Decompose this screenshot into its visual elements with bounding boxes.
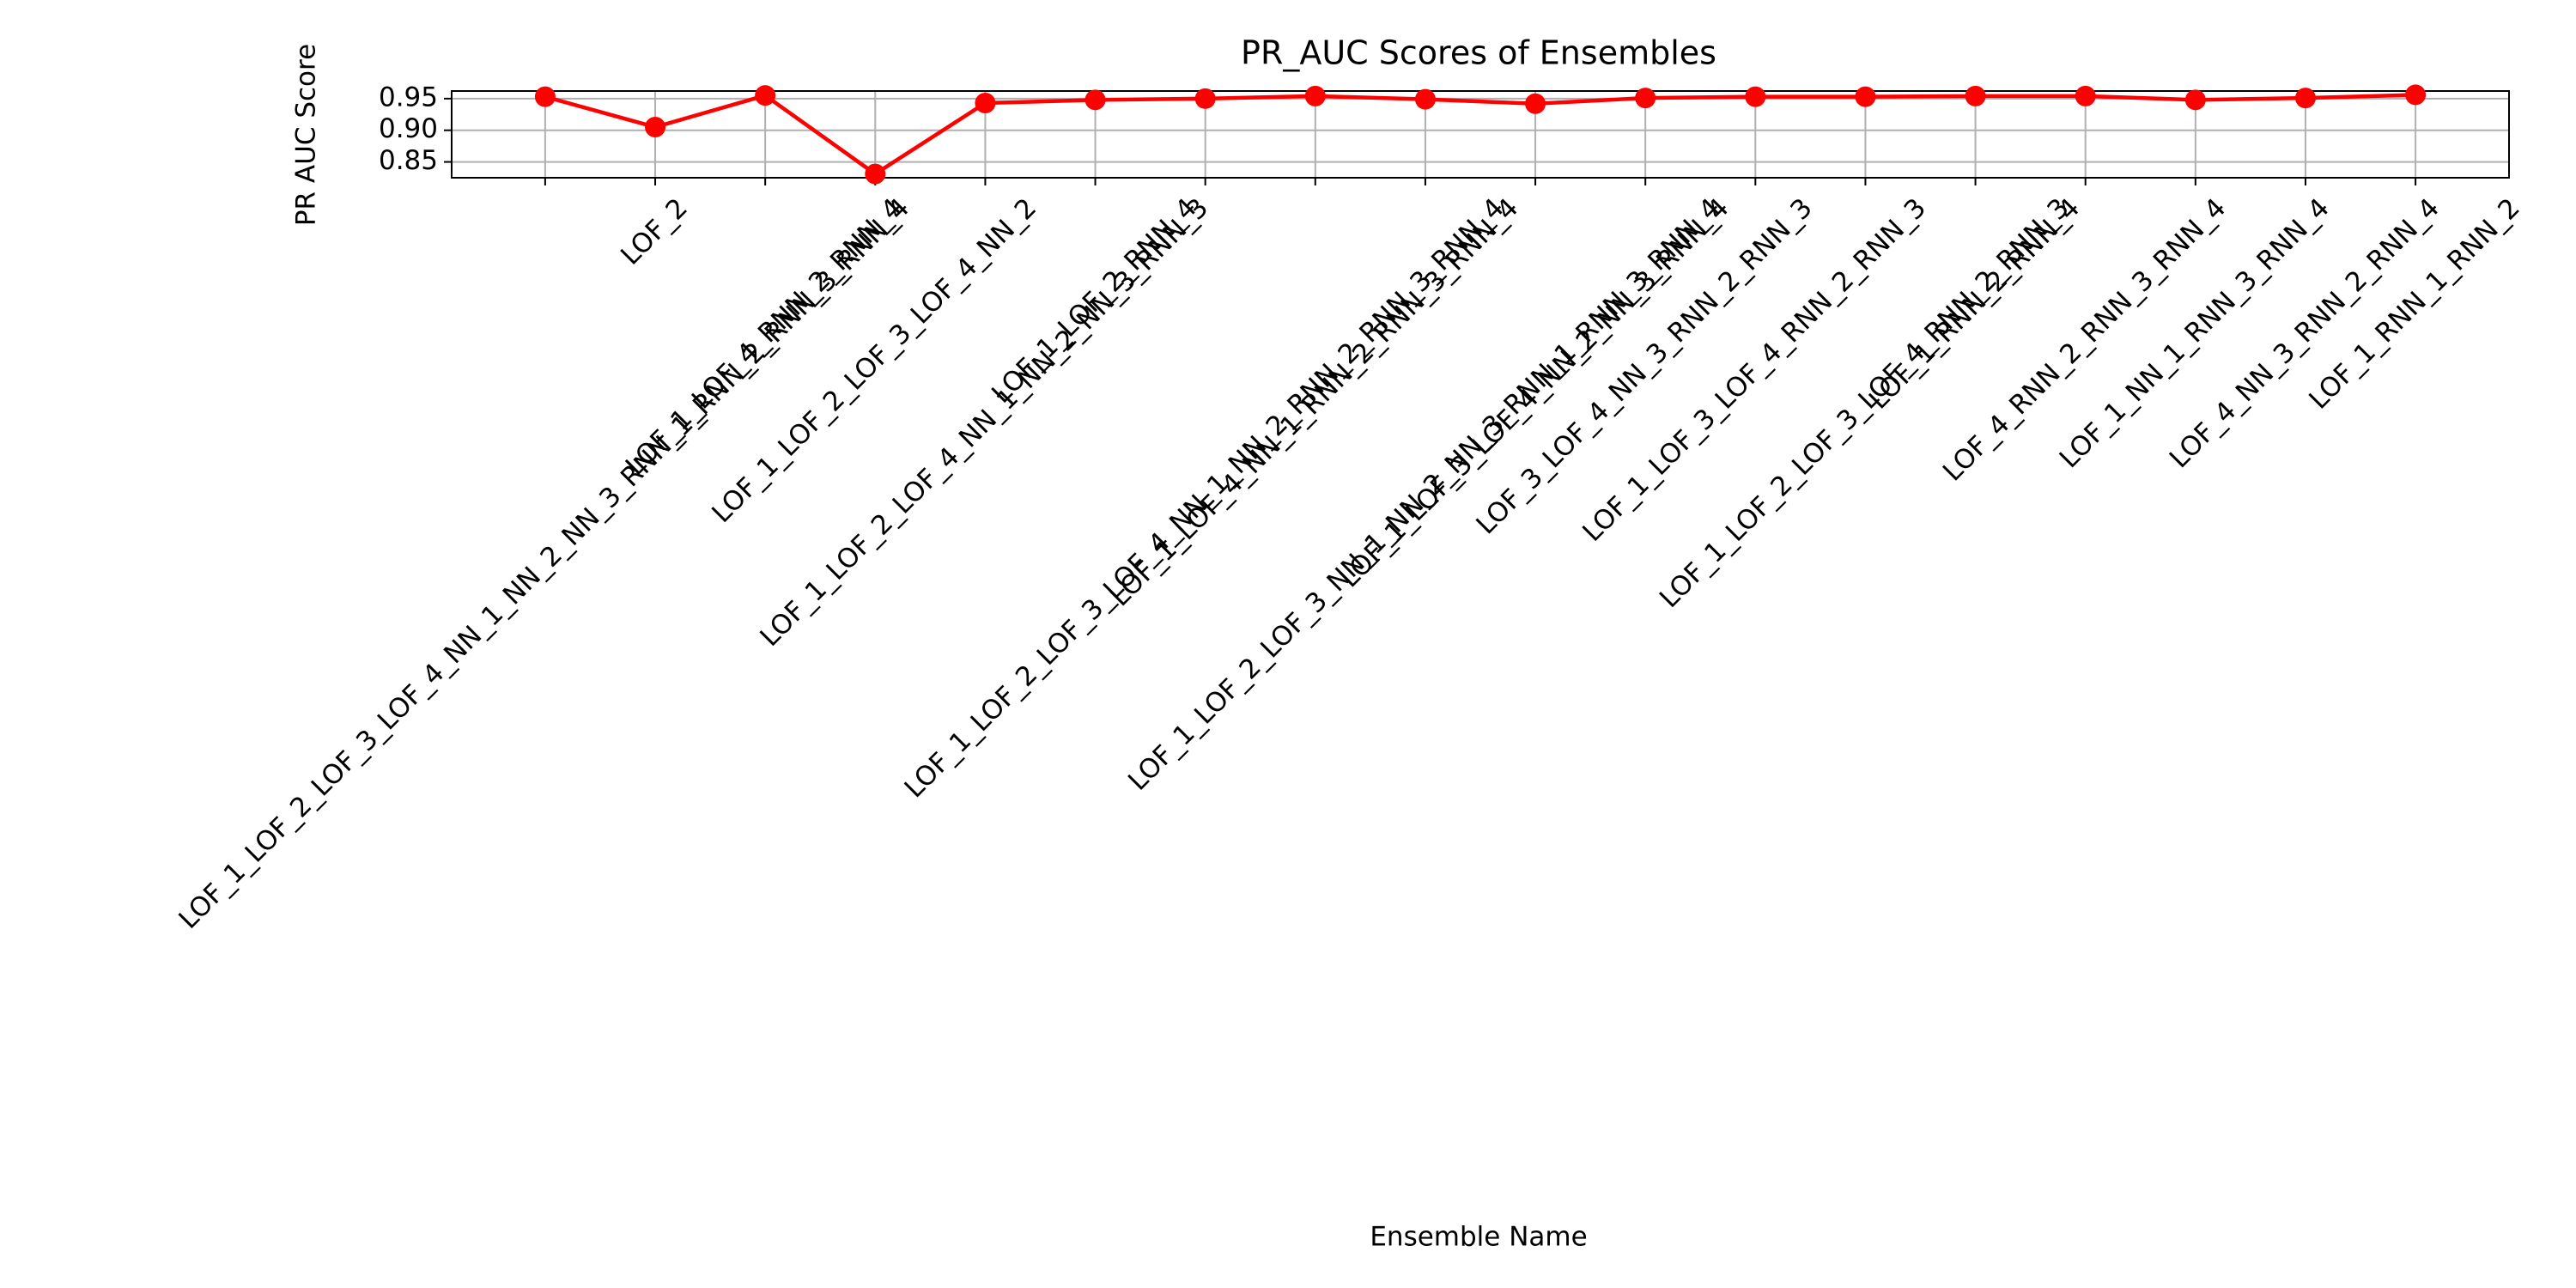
data-point (2184, 89, 2206, 111)
data-point (1745, 86, 1766, 107)
data-point (2294, 88, 2316, 109)
data-point (1084, 89, 1106, 111)
data-point (975, 93, 996, 114)
y-tick-label: 0.85 (379, 145, 438, 176)
y-tick-label: 0.95 (379, 82, 438, 112)
plot-frame (451, 90, 2510, 179)
data-point (1414, 88, 1436, 110)
data-point (645, 117, 666, 138)
data-point (755, 85, 776, 106)
data-point (1304, 85, 1326, 106)
data-point (1525, 93, 1546, 114)
y-axis-label: PR AUC Score (291, 44, 322, 226)
data-point (1194, 88, 1216, 109)
x-tick-label: LOF_2 (615, 192, 694, 271)
data-point (1855, 86, 1876, 107)
x-axis-label: Ensemble Name (1370, 1222, 1587, 1253)
data-point (534, 86, 556, 107)
data-point (2405, 84, 2427, 106)
data-line (544, 93, 2416, 177)
chart-title: PR_AUC Scores of Ensembles (1241, 34, 1716, 72)
data-point (1965, 85, 1986, 106)
data-point (865, 163, 886, 185)
data-point (2075, 85, 2096, 106)
y-tick-label: 0.90 (379, 113, 438, 144)
data-point (1635, 88, 1656, 109)
x-tick-label: LOF_1_LOF_3_LOF_4_NN_2_NN_3_RNN_4 (1334, 192, 1735, 593)
